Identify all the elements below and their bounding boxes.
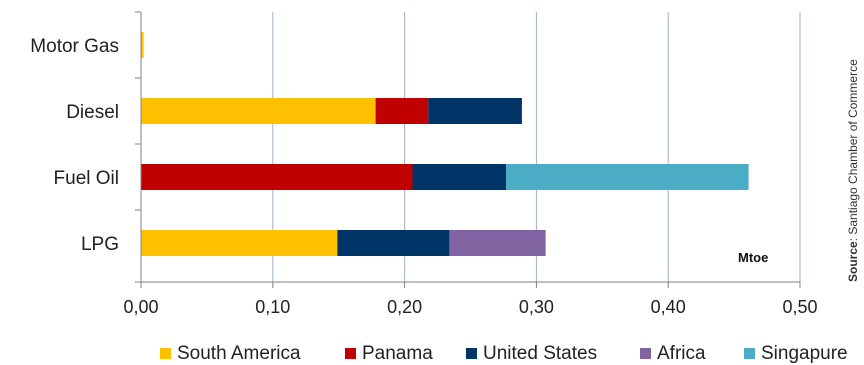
bar-segment	[506, 164, 749, 190]
legend-label: Singapure	[761, 343, 848, 364]
bar-segment	[428, 98, 522, 124]
unit-label: Mtoe	[738, 250, 768, 265]
bar-segment	[375, 98, 429, 124]
category-label: Diesel	[66, 102, 119, 123]
bar-segment	[141, 164, 413, 190]
legend: South America Panama United States Africa Si…	[160, 343, 848, 364]
category-labels: Motor Gas Diesel Fuel Oil LPG	[30, 36, 119, 255]
x-tick-label: 0,10	[255, 297, 290, 317]
x-tick-label: 0,30	[519, 297, 554, 317]
source-text: : Santiago Chamber of Commerce	[846, 59, 860, 241]
x-tick-label: 0,20	[387, 297, 422, 317]
bar-segment	[412, 164, 507, 190]
bar-segment	[337, 230, 450, 256]
legend-label: United States	[483, 343, 597, 364]
axes	[135, 11, 801, 288]
legend-swatch	[466, 348, 477, 359]
source-note: Source: Santiago Chamber of Commerce	[846, 59, 860, 282]
bar-segment	[141, 98, 376, 124]
legend-swatch	[345, 348, 356, 359]
bar-segment	[141, 32, 144, 58]
x-tick-label: 0,50	[782, 297, 817, 317]
legend-swatch	[160, 348, 171, 359]
bar-series	[141, 32, 749, 256]
legend-label: Panama	[362, 343, 433, 364]
legend-label: Africa	[657, 343, 706, 364]
x-tick-label: 0,40	[651, 297, 686, 317]
source-prefix: Source	[846, 241, 860, 282]
x-tick-label: 0,00	[123, 297, 158, 317]
category-label: Fuel Oil	[54, 168, 119, 189]
x-tick-labels: 0,00 0,10 0,20 0,30 0,40 0,50	[123, 297, 817, 317]
category-label: LPG	[81, 234, 119, 255]
bar-segment	[449, 230, 546, 256]
category-label: Motor Gas	[30, 36, 119, 57]
legend-label: South America	[177, 343, 301, 364]
legend-swatch	[640, 348, 651, 359]
bar-segment	[141, 230, 338, 256]
legend-swatch	[744, 348, 755, 359]
